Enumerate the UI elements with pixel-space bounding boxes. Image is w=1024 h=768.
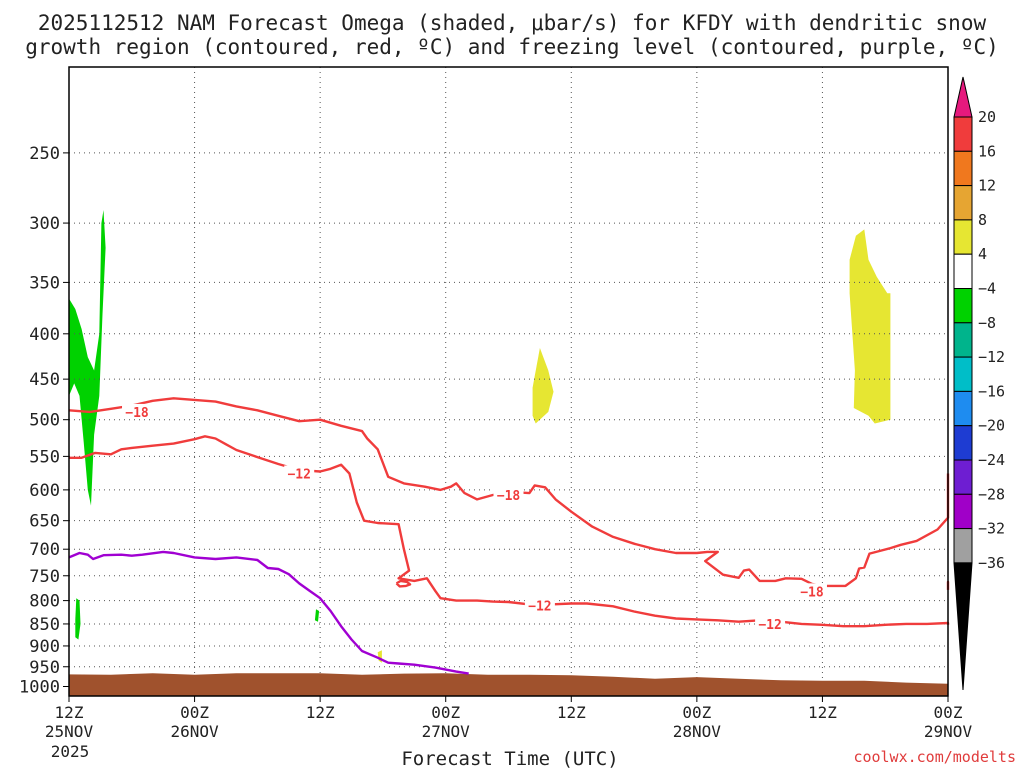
colorbar-label: −12	[978, 348, 1005, 366]
contour-label-background	[122, 403, 153, 419]
x-tick-label-time: 12Z	[306, 703, 335, 722]
colorbar-label: −36	[978, 554, 1005, 572]
colorbar-label: −28	[978, 485, 1005, 503]
x-tick-label-time: 00Z	[180, 703, 209, 722]
y-tick-label: 850	[29, 615, 60, 635]
colorbar-segment	[953, 528, 973, 564]
colorbar-arrow-top	[953, 76, 973, 118]
omega-shaded-region	[75, 598, 81, 640]
y-tick-label: 300	[29, 214, 60, 234]
colorbar-segment	[953, 459, 973, 495]
x-tick-label-date: 26NOV	[170, 722, 219, 741]
x-tick-label-time: 12Z	[557, 703, 586, 722]
colorbar-arrow-bottom	[953, 562, 973, 691]
x-tick-label-time: 00Z	[682, 703, 711, 722]
contour-label-background	[796, 583, 827, 599]
colorbar-segment	[953, 116, 973, 152]
colorbar-label: 16	[978, 142, 996, 160]
contour-line	[68, 397, 950, 588]
colorbar-segment	[953, 288, 973, 324]
y-tick-label: 750	[29, 567, 60, 587]
contour-label-background	[493, 486, 524, 502]
plot-frame	[68, 66, 949, 697]
colorbar-segment	[953, 493, 973, 530]
colorbar-label: 20	[978, 108, 996, 126]
y-tick-label: 650	[29, 512, 60, 532]
contour-label: −12	[758, 618, 781, 633]
credit-text: coolwx.com/modelts	[853, 748, 1016, 766]
colorbar-label: −32	[978, 520, 1005, 538]
colorbar-label: −16	[978, 382, 1005, 400]
colorbar-label: 12	[978, 177, 996, 195]
chart-title-line1: 2025112512 NAM Forecast Omega (shaded, μ…	[38, 11, 987, 35]
colorbar-segment	[953, 322, 973, 358]
year-label: 2025	[51, 742, 90, 761]
ground-fill	[69, 673, 948, 696]
contour-label-background	[755, 615, 786, 631]
colorbar-label: −24	[978, 451, 1005, 469]
x-tick-label-date: 25NOV	[45, 722, 94, 741]
colorbar-segment	[953, 219, 973, 255]
x-tick-label-time: 12Z	[55, 703, 84, 722]
chart-title-line2: growth region (contoured, red, ºC) and f…	[25, 35, 999, 59]
colorbar-segment	[953, 150, 973, 187]
y-tick-label: 1000	[19, 677, 60, 697]
x-tick-label-time: 00Z	[431, 703, 460, 722]
colorbar-label: −4	[978, 280, 996, 298]
colorbar-segment	[953, 425, 973, 461]
contour-line	[68, 550, 469, 675]
contour-label: −18	[497, 489, 521, 504]
y-tick-label: 500	[29, 411, 60, 431]
colorbar-segment	[953, 390, 973, 427]
contour-label-background	[284, 465, 315, 481]
y-tick-label: 400	[29, 325, 60, 345]
y-tick-label: 800	[29, 592, 60, 612]
omega-shaded-region	[849, 229, 891, 424]
x-tick-label-date: 29NOV	[924, 722, 973, 741]
y-tick-label: 950	[29, 658, 60, 678]
colorbar-segment	[953, 356, 973, 392]
colorbar-label: −8	[978, 314, 996, 332]
y-tick-label: 900	[29, 637, 60, 657]
x-tick-label-time: 12Z	[808, 703, 837, 722]
colorbar-segment	[953, 253, 973, 289]
x-tick-label-date: 27NOV	[422, 722, 471, 741]
x-axis-label: Forecast Time (UTC)	[401, 748, 618, 768]
y-tick-label: 550	[29, 447, 60, 467]
y-tick-label: 350	[29, 273, 60, 293]
contour-label: −12	[287, 467, 310, 482]
y-tick-label: 600	[29, 481, 60, 501]
contour-label: −18	[125, 406, 149, 421]
contour-label: −12	[528, 599, 551, 614]
y-tick-label: 250	[29, 144, 60, 164]
plot-area: −18 −18 −18 −12 −12 −12 250 300 350 400 450 500 550 6…	[19, 66, 1005, 741]
y-tick-label: 450	[29, 370, 60, 390]
x-tick-label-date: 28NOV	[673, 722, 722, 741]
y-tick-label: 700	[29, 540, 60, 560]
contour-line	[395, 579, 412, 588]
omega-shaded-region	[314, 609, 320, 622]
omega-shaded-region	[532, 348, 554, 424]
contour-label: −18	[800, 585, 824, 600]
colorbar-label: 8	[978, 211, 987, 229]
colorbar-label: 4	[978, 245, 987, 263]
contour-label-background	[524, 597, 555, 613]
x-tick-label-time: 00Z	[934, 703, 963, 722]
colorbar-segment	[953, 185, 973, 221]
omega-shaded-region	[69, 210, 106, 506]
colorbar-label: −20	[978, 417, 1005, 435]
